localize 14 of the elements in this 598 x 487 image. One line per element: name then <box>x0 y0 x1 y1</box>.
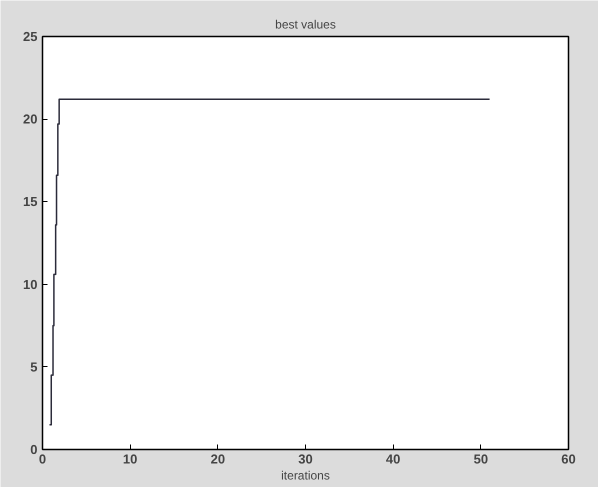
x-tick-label: 60 <box>561 452 576 466</box>
x-tick-label: 40 <box>386 452 400 466</box>
y-tick-label: 0 <box>30 442 38 457</box>
y-tick-label: 25 <box>23 29 38 44</box>
y-tick-label: 20 <box>23 112 38 127</box>
y-tick-label: 10 <box>23 276 38 292</box>
x-tick-label: 50 <box>474 452 488 466</box>
y-tick-label: 5 <box>30 359 38 374</box>
x-tick-label: 10 <box>122 452 138 466</box>
x-tick-label: 20 <box>210 452 226 466</box>
y-tick-label: 15 <box>23 194 38 210</box>
x-tick-label: 30 <box>298 452 313 466</box>
x-axis-title: iterations <box>281 468 330 482</box>
chart-title: best values <box>275 18 336 32</box>
